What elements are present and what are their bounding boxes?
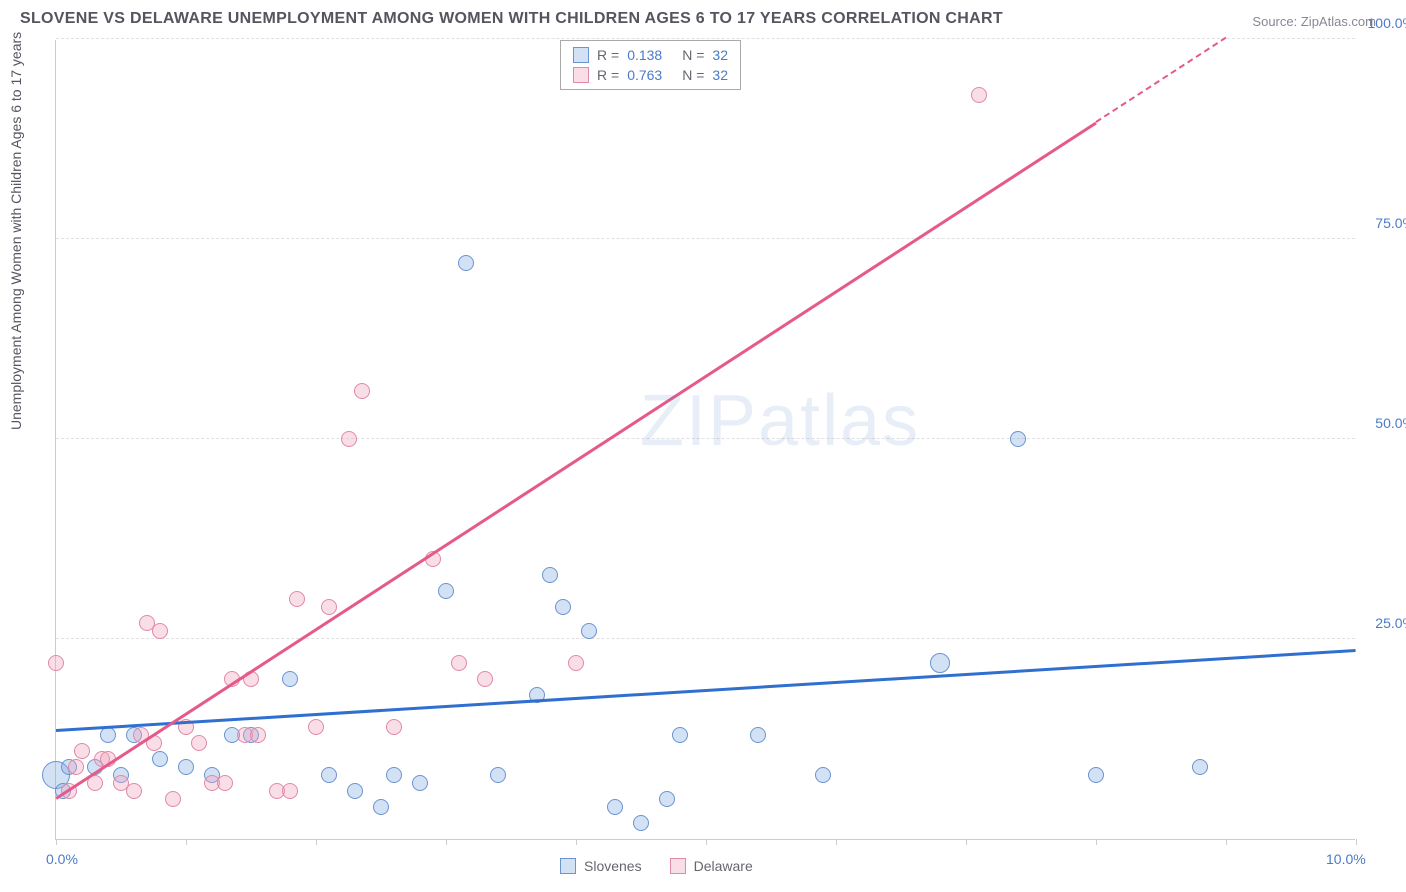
x-tick	[706, 839, 707, 845]
legend-row: R = 0.138N = 32	[573, 45, 728, 65]
y-axis-label: Unemployment Among Women with Children A…	[8, 32, 24, 430]
data-point	[217, 775, 233, 791]
legend-series: Slovenes Delaware	[560, 858, 753, 874]
legend-swatch	[670, 858, 686, 874]
legend-swatch	[573, 67, 589, 83]
data-point	[321, 767, 337, 783]
legend-swatch	[573, 47, 589, 63]
gridline	[56, 38, 1355, 39]
x-tick	[1096, 839, 1097, 845]
data-point	[659, 791, 675, 807]
chart-title: SLOVENE VS DELAWARE UNEMPLOYMENT AMONG W…	[20, 10, 1003, 28]
data-point	[282, 671, 298, 687]
legend-series-item: Delaware	[670, 858, 753, 874]
data-point	[1192, 759, 1208, 775]
data-point	[438, 583, 454, 599]
data-point	[354, 383, 370, 399]
data-point	[1010, 431, 1026, 447]
data-point	[815, 767, 831, 783]
data-point	[282, 783, 298, 799]
data-point	[971, 87, 987, 103]
x-tick	[186, 839, 187, 845]
data-point	[152, 751, 168, 767]
data-point	[126, 783, 142, 799]
data-point	[477, 671, 493, 687]
source-attribution: Source: ZipAtlas.com	[1252, 14, 1376, 29]
x-tick	[316, 839, 317, 845]
source-link[interactable]: ZipAtlas.com	[1301, 14, 1376, 29]
data-point	[607, 799, 623, 815]
gridline	[56, 638, 1355, 639]
legend-series-item: Slovenes	[560, 858, 642, 874]
regression-line	[1095, 37, 1226, 123]
x-tick	[446, 839, 447, 845]
data-point	[373, 799, 389, 815]
data-point	[542, 567, 558, 583]
data-point	[581, 623, 597, 639]
data-point	[1088, 767, 1104, 783]
data-point	[672, 727, 688, 743]
gridline	[56, 438, 1355, 439]
data-point	[321, 599, 337, 615]
y-tick-label: 25.0%	[1375, 615, 1406, 631]
x-tick	[836, 839, 837, 845]
data-point	[165, 791, 181, 807]
data-point	[347, 783, 363, 799]
data-point	[750, 727, 766, 743]
data-point	[386, 719, 402, 735]
data-point	[930, 653, 950, 673]
data-point	[191, 735, 207, 751]
data-point	[152, 623, 168, 639]
data-point	[633, 815, 649, 831]
data-point	[178, 759, 194, 775]
x-tick	[576, 839, 577, 845]
x-tick	[966, 839, 967, 845]
regression-line	[56, 649, 1356, 731]
data-point	[100, 727, 116, 743]
y-tick-label: 50.0%	[1375, 415, 1406, 431]
data-point	[386, 767, 402, 783]
gridline	[56, 238, 1355, 239]
chart-plot-area: 25.0%50.0%75.0%100.0%0.0%10.0%	[55, 40, 1355, 840]
data-point	[48, 655, 64, 671]
legend-swatch	[560, 858, 576, 874]
data-point	[451, 655, 467, 671]
y-tick-label: 75.0%	[1375, 215, 1406, 231]
data-point	[289, 591, 305, 607]
data-point	[412, 775, 428, 791]
x-tick	[1356, 839, 1357, 845]
legend-row: R = 0.763N = 32	[573, 65, 728, 85]
data-point	[555, 599, 571, 615]
x-tick	[56, 839, 57, 845]
data-point	[568, 655, 584, 671]
legend-correlation: R = 0.138N = 32R = 0.763N = 32	[560, 40, 741, 90]
data-point	[458, 255, 474, 271]
data-point	[341, 431, 357, 447]
x-tick	[1226, 839, 1227, 845]
data-point	[308, 719, 324, 735]
data-point	[74, 743, 90, 759]
data-point	[250, 727, 266, 743]
x-tick-label: 10.0%	[1326, 851, 1366, 867]
y-tick-label: 100.0%	[1368, 15, 1406, 31]
x-tick-label: 0.0%	[46, 851, 78, 867]
data-point	[490, 767, 506, 783]
data-point	[68, 759, 84, 775]
